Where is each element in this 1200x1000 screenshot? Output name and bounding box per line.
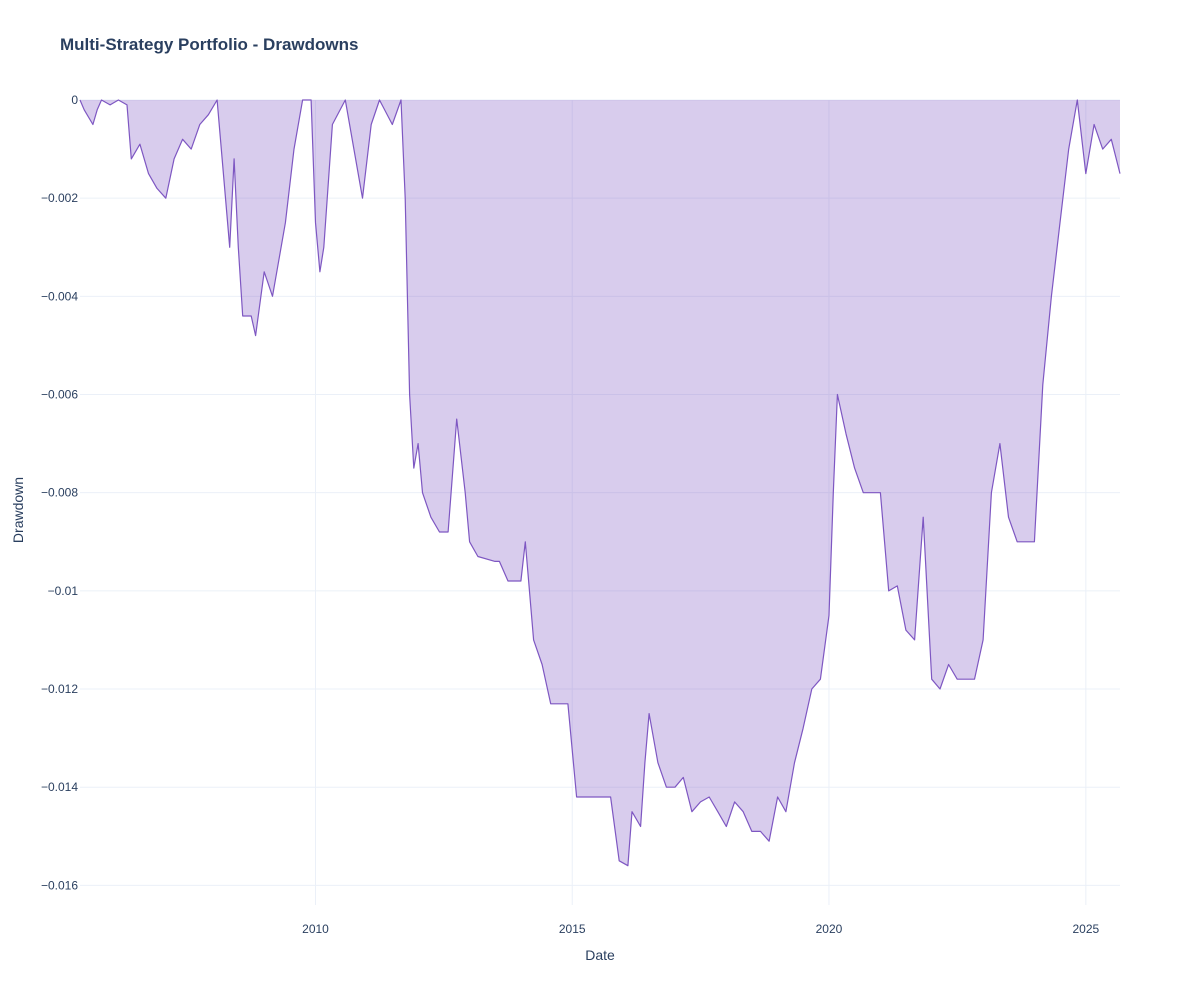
y-tick-label: −0.016 <box>41 878 78 892</box>
x-axis-title: Date <box>585 947 615 963</box>
y-tick-label: −0.008 <box>41 486 78 500</box>
y-tick-label: −0.002 <box>41 191 78 205</box>
x-tick-label: 2015 <box>559 922 586 936</box>
chart-title: Multi-Strategy Portfolio - Drawdowns <box>60 35 358 54</box>
drawdown-area-fill <box>80 100 1120 866</box>
x-tick-label: 2025 <box>1072 922 1099 936</box>
y-tick-label: −0.012 <box>41 682 78 696</box>
tick-layer: 0 −0.002 −0.004 −0.006 −0.008 −0.01 −0.012 −0.0… <box>41 93 1100 936</box>
grid-layer <box>80 99 1120 905</box>
area-layer <box>79 99 1121 867</box>
y-tick-label: −0.006 <box>41 388 78 402</box>
y-tick-label: −0.01 <box>48 584 79 598</box>
drawdown-series-line <box>79 99 1121 867</box>
y-axis-title: Drawdown <box>10 477 26 543</box>
y-tick-label: −0.014 <box>41 780 78 794</box>
y-tick-label: −0.004 <box>41 289 78 303</box>
y-tick-label: 0 <box>71 93 78 107</box>
x-tick-label: 2020 <box>816 922 843 936</box>
x-tick-label: 2010 <box>302 922 329 936</box>
